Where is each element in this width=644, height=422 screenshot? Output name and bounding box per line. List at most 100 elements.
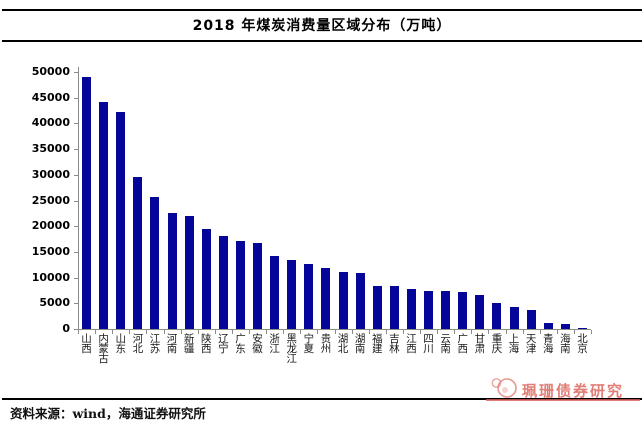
x-tick-label: 广西 xyxy=(457,333,469,355)
bar xyxy=(458,292,468,329)
bar xyxy=(372,286,382,329)
x-tick-label: 上海 xyxy=(508,333,520,355)
bar xyxy=(509,307,519,329)
x-tick-label: 安徽 xyxy=(252,333,263,355)
bar xyxy=(355,273,365,329)
bar xyxy=(167,213,177,329)
bar xyxy=(218,236,228,329)
y-tick-mark xyxy=(74,277,78,279)
watermark-brand-text: 珮珊债券研究 xyxy=(522,382,625,400)
x-tick-mark xyxy=(351,330,353,334)
x-tick-mark xyxy=(505,330,507,334)
y-tick-mark xyxy=(74,149,78,151)
x-tick-mark xyxy=(556,330,558,334)
y-tick-label: 20000 xyxy=(31,219,70,233)
y-tick-label: 15000 xyxy=(31,244,70,258)
y-tick-label: 40000 xyxy=(31,116,70,130)
x-tick-label: 新疆 xyxy=(183,333,195,355)
x-tick-label: 内蒙古 xyxy=(98,333,109,365)
x-tick-mark xyxy=(591,330,592,334)
x-tick-mark xyxy=(300,330,302,334)
x-tick-label: 黑龙江 xyxy=(286,333,298,365)
x-tick-mark xyxy=(95,330,97,334)
x-tick-mark xyxy=(334,330,336,334)
x-tick-mark xyxy=(129,330,131,334)
y-tick-mark xyxy=(74,200,78,202)
x-tick-mark xyxy=(368,330,370,334)
x-tick-mark xyxy=(385,330,387,334)
y-tick-label: 0 xyxy=(62,322,70,335)
x-axis-line xyxy=(78,329,591,330)
x-tick-label: 河南 xyxy=(166,333,178,355)
source-note: 资料来源：wind，海通证券研究所 xyxy=(10,406,206,421)
bar xyxy=(201,229,211,329)
bar xyxy=(270,256,280,329)
x-tick-mark xyxy=(488,330,490,334)
y-axis-line xyxy=(78,67,79,330)
bar xyxy=(492,303,502,329)
x-tick-mark xyxy=(573,330,575,334)
x-tick-mark xyxy=(471,330,473,334)
bar xyxy=(304,264,314,329)
x-tick-mark xyxy=(112,330,114,334)
peishan-logo-icon xyxy=(491,378,517,398)
y-tick-mark xyxy=(74,72,78,73)
y-tick-mark xyxy=(74,303,78,305)
x-tick-label: 河北 xyxy=(132,333,144,355)
bar xyxy=(253,243,263,329)
bar xyxy=(133,177,143,329)
x-tick-label: 辽宁 xyxy=(218,333,229,355)
x-tick-label: 浙江 xyxy=(269,333,280,355)
bar xyxy=(389,286,399,329)
y-tick-mark xyxy=(74,329,78,330)
x-tick-label: 北京 xyxy=(577,333,588,355)
bar xyxy=(475,295,485,329)
watermark-underline xyxy=(486,399,640,401)
x-tick-mark xyxy=(78,330,79,334)
x-tick-label: 湖南 xyxy=(354,333,366,355)
bottom-rule xyxy=(2,398,642,400)
bar xyxy=(543,323,553,329)
x-tick-mark xyxy=(317,330,319,334)
x-tick-mark xyxy=(437,330,439,334)
y-tick-mark xyxy=(74,226,78,228)
x-tick-mark xyxy=(539,330,541,334)
y-tick-label: 10000 xyxy=(31,270,70,284)
y-tick-label: 50000 xyxy=(31,65,70,78)
bar xyxy=(287,260,297,329)
x-tick-label: 重庆 xyxy=(491,333,503,355)
bar xyxy=(321,268,331,329)
x-tick-label: 云南 xyxy=(440,333,451,355)
y-tick-label: 30000 xyxy=(31,167,70,181)
y-tick-mark xyxy=(74,123,78,125)
y-tick-label: 45000 xyxy=(31,90,70,104)
y-tick-mark xyxy=(74,97,78,99)
y-tick-mark xyxy=(74,251,78,253)
bar xyxy=(406,289,416,329)
y-tick-mark xyxy=(74,174,78,176)
top-rule xyxy=(2,9,642,11)
x-tick-label: 四川 xyxy=(423,333,434,355)
x-tick-label: 江西 xyxy=(406,333,417,355)
x-tick-label: 天津 xyxy=(525,333,537,355)
bar xyxy=(338,272,348,329)
y-tick-label: 25000 xyxy=(31,193,70,207)
x-tick-mark xyxy=(402,330,404,334)
x-tick-mark xyxy=(522,330,524,334)
x-tick-mark xyxy=(266,330,268,334)
x-tick-label: 宁夏 xyxy=(303,333,315,355)
x-tick-mark xyxy=(146,330,148,334)
x-tick-label: 贵州 xyxy=(320,333,332,355)
x-tick-label: 湖北 xyxy=(337,333,349,355)
x-tick-label: 海南 xyxy=(560,333,571,355)
x-tick-mark xyxy=(163,330,165,334)
x-tick-mark xyxy=(180,330,182,334)
bar xyxy=(424,291,434,329)
bar xyxy=(82,77,92,329)
bar xyxy=(441,291,451,329)
x-tick-mark xyxy=(283,330,285,334)
chart-title: 2018 年煤炭消费量区域分布（万吨） xyxy=(192,18,452,34)
bar xyxy=(99,102,109,329)
y-tick-label: 5000 xyxy=(39,296,70,310)
